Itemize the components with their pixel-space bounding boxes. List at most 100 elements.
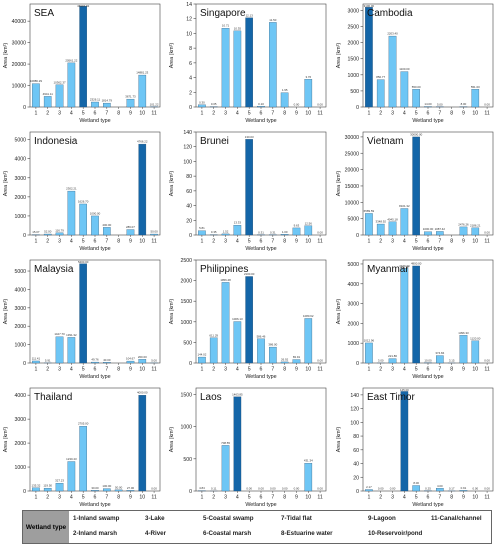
x-tick-label: 2	[379, 495, 382, 501]
x-tick-label: 2	[46, 495, 49, 501]
data-label: 0.00	[294, 487, 300, 491]
x-tick-label: 6	[427, 239, 430, 245]
y-tick-label: 2000	[347, 321, 359, 327]
y-tick-label: 1000	[347, 73, 359, 79]
data-label: 0.00	[258, 487, 264, 491]
data-label: 10886.29	[30, 79, 42, 83]
data-label: 26.92	[281, 357, 289, 361]
chart-panel: 0 5000 10000 15000 20000 25000 30000 1 6589.59 2 3…	[336, 131, 494, 252]
data-label: 5.00	[151, 358, 157, 362]
y-tick-label: 500	[183, 457, 192, 463]
y-tick-label: 1000	[14, 214, 26, 220]
x-tick-label: 1	[200, 239, 203, 245]
legend-item: 1-Inland swamp	[73, 515, 120, 522]
data-label: 0.00	[484, 231, 490, 235]
plot-frame	[362, 387, 494, 492]
data-label: 10.00	[424, 358, 432, 362]
data-label: 0.30	[199, 100, 205, 104]
x-tick-label: 11	[317, 367, 322, 373]
x-tick-label: 8	[450, 111, 453, 117]
y-tick-label: 2000	[14, 195, 26, 201]
data-label: 0.10	[258, 102, 264, 106]
bar	[221, 28, 230, 108]
x-tick-label: 3	[224, 111, 227, 117]
bar	[221, 445, 230, 492]
y-tick-label: 4000	[14, 287, 26, 293]
data-label: 327.23	[55, 479, 64, 483]
y-tick-label: 3000	[14, 306, 26, 312]
x-tick-label: 6	[94, 239, 97, 245]
legend-title: Wetland type	[23, 511, 69, 543]
y-tick-label: 100	[183, 159, 192, 165]
bar	[233, 30, 242, 108]
data-label: 12.13	[246, 13, 254, 17]
x-tick-label: 7	[105, 367, 108, 373]
x-tick-label: 9	[295, 367, 298, 373]
y-tick-label: 0	[189, 361, 192, 367]
data-label: 431.34	[304, 459, 313, 463]
chart-panel: 0 1000 2000 3000 4000 5000 1 111.41 2 5.91 3 1427.7…	[3, 259, 161, 380]
chart-panel: 0 1000 2000 3000 4000 1 135.32 2 119.50 3 327.23 4 1…	[3, 387, 161, 508]
x-tick-label: 3	[224, 495, 227, 501]
y-tick-label: 5000	[347, 217, 359, 223]
x-tick-label: 3	[391, 239, 394, 245]
bar	[43, 487, 52, 492]
y-tick-label: 25000	[345, 151, 360, 157]
bar	[221, 233, 230, 236]
data-label: 1087.42	[435, 227, 446, 231]
y-tick-label: 0	[356, 105, 359, 111]
bar	[365, 342, 373, 364]
data-label: 1230.43	[66, 457, 77, 461]
data-label: 0.00	[270, 487, 276, 491]
data-label: 100.00	[102, 484, 111, 488]
y-axis-label: Area (km²)	[169, 427, 175, 453]
y-tick-label: 140	[350, 393, 359, 399]
data-label: 2186.21	[470, 223, 481, 227]
y-tick-label: 1500	[180, 299, 192, 305]
bar	[400, 268, 409, 364]
y-tick-label: 1000	[180, 425, 192, 431]
bar	[304, 463, 313, 492]
y-tick-label: 14	[186, 2, 192, 8]
data-label: 2326.11	[90, 98, 101, 102]
x-tick-label: 3	[58, 239, 61, 245]
bar	[114, 489, 123, 492]
x-tick-label: 7	[438, 495, 441, 501]
bar	[412, 89, 420, 108]
data-label: 119.50	[43, 484, 52, 488]
x-tick-label: 10	[305, 111, 311, 117]
data-label: 2476.26	[458, 222, 469, 226]
y-tick-label: 0	[189, 489, 192, 495]
bar	[424, 231, 432, 236]
y-tick-label: 0	[189, 233, 192, 239]
x-tick-label: 10	[305, 367, 311, 373]
bar	[138, 395, 147, 492]
data-label: 0.00	[484, 103, 490, 107]
bar	[103, 362, 111, 364]
y-tick-label: 0	[356, 361, 359, 367]
y-tick-label: 20000	[12, 62, 27, 68]
data-label: 4000.00	[137, 391, 148, 395]
y-tick-label: 15000	[345, 184, 360, 190]
bar	[138, 74, 147, 108]
panel-title: East Timor	[367, 392, 415, 403]
panel-title: Cambodia	[367, 8, 413, 19]
x-tick-label: 6	[260, 239, 263, 245]
data-label: 611.29	[209, 333, 218, 337]
x-tick-label: 2	[212, 495, 215, 501]
x-tick-label: 1	[200, 495, 203, 501]
x-tick-label: 11	[484, 239, 489, 245]
x-tick-label: 3	[391, 495, 394, 501]
bar	[32, 487, 40, 492]
bar	[459, 490, 468, 492]
x-tick-label: 4	[70, 495, 73, 501]
y-axis-label: Area (km²)	[336, 43, 342, 69]
x-tick-label: 7	[438, 111, 441, 117]
x-tick-label: 4	[403, 495, 406, 501]
bar	[304, 318, 313, 364]
x-tick-label: 7	[271, 111, 274, 117]
x-axis-label: Wetland type	[245, 246, 276, 252]
data-label: 1120.00	[470, 336, 481, 340]
bar	[126, 229, 135, 236]
x-tick-label: 9	[129, 239, 132, 245]
